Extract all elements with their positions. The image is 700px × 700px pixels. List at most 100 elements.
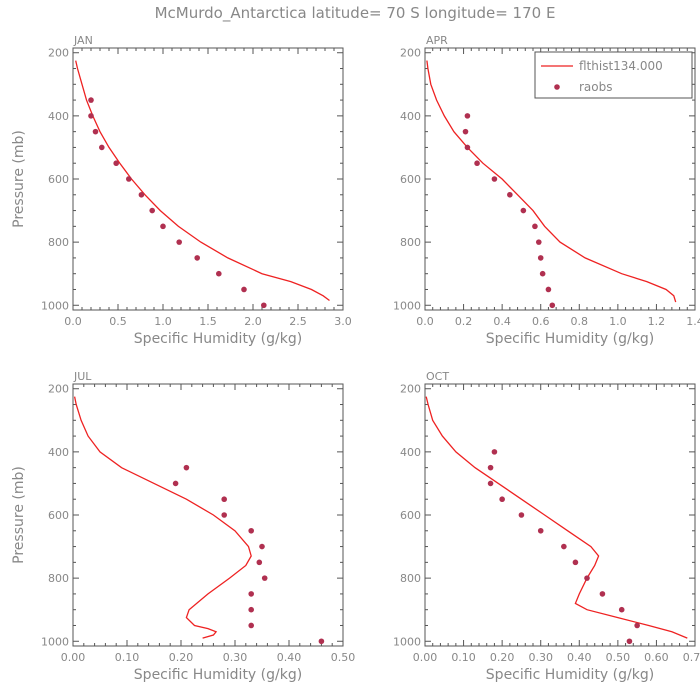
y-tick-label: 1000: [393, 635, 421, 648]
obs-point: [520, 207, 527, 214]
obs-point: [487, 464, 494, 471]
y-tick-label: 600: [48, 173, 69, 186]
obs-point: [248, 591, 254, 597]
obs-point: [149, 207, 155, 214]
x-tick-label: 1.4: [686, 315, 700, 328]
obs-point: [221, 512, 227, 518]
obs-point: [221, 496, 227, 503]
x-tick-label: 0.10: [451, 651, 476, 664]
plot-frame: [72, 47, 344, 311]
obs-point: [462, 128, 469, 135]
obs-point: [256, 559, 263, 566]
obs-point: [532, 223, 538, 230]
obs-point: [318, 638, 325, 645]
obs-point: [584, 575, 590, 581]
x-tick-label: 2.5: [289, 315, 307, 328]
y-tick-label: 400: [400, 110, 421, 123]
figure-title: McMurdo_Antarctica latitude= 70 S longit…: [155, 4, 556, 23]
x-axis-label: Specific Humidity (g/kg): [486, 331, 654, 347]
obs-point: [518, 512, 525, 518]
y-tick-label: 800: [48, 236, 69, 249]
y-tick-label: 1000: [41, 299, 69, 312]
panel-jan: JAN 0.0 0.5 1.0 1.5 2.0 2.5 3.0 200 400 600 800 1000…: [11, 34, 352, 347]
obs-point: [248, 606, 254, 613]
x-tick-label: 0.20: [490, 651, 515, 664]
obs-point: [183, 464, 190, 471]
x-tick-label: 0.60: [644, 651, 669, 664]
x-tick-label: 1.0: [154, 315, 172, 328]
model-series-line: [425, 396, 688, 639]
legend-box: [534, 51, 693, 99]
y-tick-label: 1000: [41, 635, 69, 648]
panel-apr: APR 0.0 0.2 0.4 0.6 0.8 1.0 1.2 1.4 200 400 600 800 1…: [393, 34, 700, 347]
obs-point: [88, 113, 94, 119]
obs-point: [549, 302, 556, 309]
x-tick-label: 0.70: [683, 651, 700, 664]
y-tick-label: 400: [48, 446, 69, 459]
obs-point: [160, 223, 166, 230]
x-tick-label: 0.40: [277, 651, 302, 664]
panels-group: JAN 0.0 0.5 1.0 1.5 2.0 2.5 3.0 200 400 600 800 1000…: [11, 34, 700, 683]
y-tick-label: 1000: [393, 299, 421, 312]
panel-label: JAN: [73, 34, 93, 47]
x-tick-label: 1.5: [199, 315, 217, 328]
legend-obs-label: raobs: [579, 80, 613, 94]
obs-point: [634, 622, 640, 629]
obs-point: [561, 543, 567, 550]
obs-point: [176, 239, 182, 245]
y-tick-label: 200: [400, 383, 421, 396]
obs-point: [491, 176, 498, 182]
x-tick-label: 0.4: [493, 315, 511, 328]
obs-point: [194, 255, 200, 261]
obs-point: [545, 286, 552, 293]
x-axis-label: Specific Humidity (g/kg): [134, 667, 302, 683]
obs-point: [491, 449, 498, 455]
y-tick-label: 600: [400, 173, 421, 186]
x-tick-label: 0.00: [413, 651, 438, 664]
obs-point: [464, 113, 471, 119]
panel-label: JUL: [73, 370, 92, 383]
panel-jul: JUL 0.00 0.10 0.20 0.30 0.40 0.50 200 400 600 800 1…: [11, 370, 355, 683]
y-tick-label: 200: [400, 47, 421, 60]
obs-point: [537, 527, 544, 534]
obs-point: [261, 302, 267, 309]
plot-frame: [424, 383, 696, 647]
x-tick-label: 0.50: [606, 651, 631, 664]
x-axis-label: Specific Humidity (g/kg): [486, 667, 654, 683]
y-tick-label: 800: [400, 236, 421, 249]
x-tick-label: 0.0: [416, 315, 434, 328]
x-tick-label: 0.50: [331, 651, 356, 664]
model-series-line: [73, 396, 252, 639]
obs-point: [474, 160, 480, 167]
x-tick-label: 0.2: [455, 315, 473, 328]
obs-point: [539, 270, 546, 277]
plot-frame: [72, 383, 344, 647]
obs-point: [507, 191, 513, 198]
x-tick-label: 0.30: [528, 651, 553, 664]
y-tick-label: 200: [48, 47, 69, 60]
legend-model-label: flthist134.000: [579, 59, 663, 73]
obs-point: [464, 144, 471, 151]
obs-point: [537, 255, 544, 261]
obs-point: [248, 622, 254, 629]
x-tick-label: 0.8: [571, 315, 589, 328]
legend: flthist134.000 raobs: [534, 51, 693, 99]
x-tick-label: 1.0: [609, 315, 627, 328]
obs-point: [261, 575, 268, 581]
x-tick-label: 0.0: [64, 315, 82, 328]
y-tick-label: 800: [400, 572, 421, 585]
y-tick-label: 600: [400, 509, 421, 522]
obs-point: [618, 606, 625, 613]
x-tick-label: 1.2: [648, 315, 666, 328]
y-tick-label: 800: [48, 572, 69, 585]
obs-point: [626, 638, 633, 645]
obs-point: [138, 191, 145, 198]
y-axis-label: Pressure (mb): [11, 466, 27, 564]
x-tick-label: 0.5: [109, 315, 127, 328]
obs-point: [241, 286, 247, 293]
panel-oct: OCT 0.00 0.10 0.20 0.30 0.40 0.50 0.60 0.70 200 40…: [393, 370, 700, 683]
legend-obs-swatch: [554, 84, 560, 90]
y-tick-label: 600: [48, 509, 69, 522]
x-tick-label: 0.10: [115, 651, 140, 664]
